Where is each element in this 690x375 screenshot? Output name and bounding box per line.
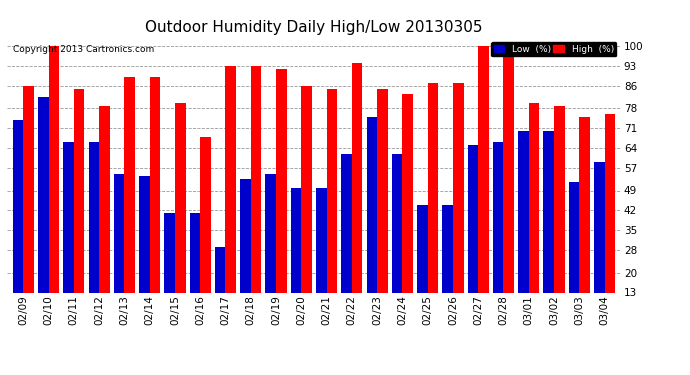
- Bar: [74, 88, 84, 292]
- Bar: [402, 94, 413, 292]
- Bar: [468, 145, 478, 292]
- Bar: [428, 83, 438, 292]
- Bar: [366, 117, 377, 292]
- Bar: [175, 103, 186, 292]
- Bar: [604, 114, 615, 292]
- Bar: [99, 105, 110, 292]
- Bar: [493, 142, 504, 292]
- Bar: [478, 46, 489, 292]
- Bar: [226, 66, 236, 292]
- Bar: [352, 63, 362, 292]
- Bar: [114, 174, 124, 292]
- Bar: [594, 162, 604, 292]
- Bar: [544, 131, 554, 292]
- Bar: [290, 188, 302, 292]
- Bar: [417, 205, 428, 292]
- Bar: [88, 142, 99, 292]
- Bar: [504, 46, 514, 292]
- Bar: [316, 188, 326, 292]
- Bar: [150, 77, 160, 292]
- Bar: [554, 105, 564, 292]
- Bar: [342, 154, 352, 292]
- Bar: [23, 86, 34, 292]
- Bar: [518, 131, 529, 292]
- Bar: [124, 77, 135, 292]
- Bar: [580, 117, 590, 292]
- Bar: [276, 69, 286, 292]
- Bar: [200, 136, 211, 292]
- Bar: [139, 176, 150, 292]
- Bar: [442, 205, 453, 292]
- Bar: [326, 88, 337, 292]
- Bar: [190, 213, 200, 292]
- Bar: [529, 103, 540, 292]
- Title: Outdoor Humidity Daily High/Low 20130305: Outdoor Humidity Daily High/Low 20130305: [145, 20, 483, 35]
- Bar: [12, 120, 23, 292]
- Bar: [266, 174, 276, 292]
- Bar: [63, 142, 74, 292]
- Bar: [302, 86, 312, 292]
- Text: Copyright 2013 Cartronics.com: Copyright 2013 Cartronics.com: [13, 45, 155, 54]
- Bar: [250, 66, 262, 292]
- Bar: [164, 213, 175, 292]
- Bar: [38, 97, 48, 292]
- Bar: [48, 46, 59, 292]
- Legend: Low  (%), High  (%): Low (%), High (%): [491, 42, 616, 56]
- Bar: [453, 83, 464, 292]
- Bar: [215, 247, 226, 292]
- Bar: [569, 182, 580, 292]
- Bar: [240, 179, 250, 292]
- Bar: [392, 154, 402, 292]
- Bar: [377, 88, 388, 292]
